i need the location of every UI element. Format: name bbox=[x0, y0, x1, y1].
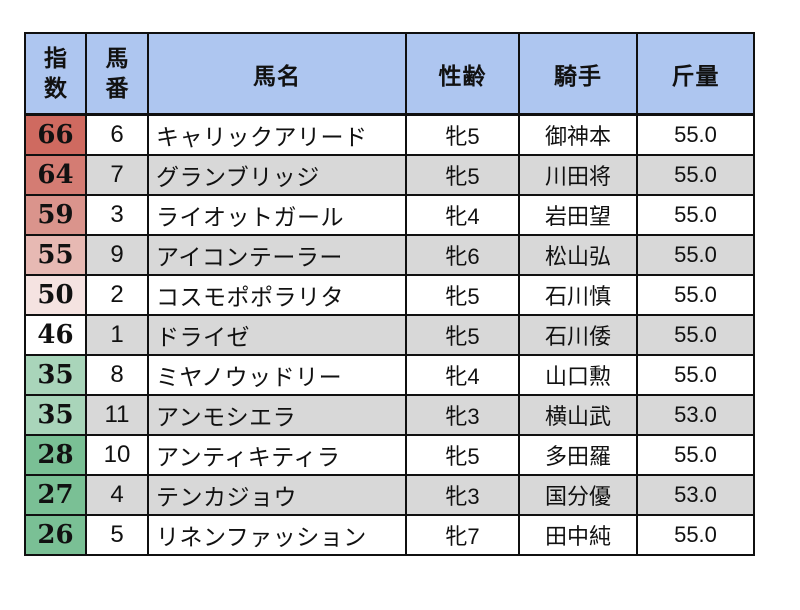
horse-name-cell: ミヤノウッドリー bbox=[147, 354, 407, 396]
index-cell: 35 bbox=[24, 354, 87, 396]
sex-age-cell: 牝5 bbox=[405, 274, 520, 316]
sex-age-cell: 牝4 bbox=[405, 354, 520, 396]
jockey-cell: 横山武 bbox=[518, 394, 638, 436]
table-row: 64 7 グランブリッジ 牝5 川田将 55.0 bbox=[24, 154, 755, 196]
header-horse-name: 馬名 bbox=[147, 32, 407, 116]
horse-number-cell: 6 bbox=[85, 113, 149, 156]
weight-cell: 53.0 bbox=[636, 394, 755, 436]
header-index: 指数 bbox=[24, 32, 87, 116]
horse-number-cell: 10 bbox=[85, 434, 149, 476]
jockey-cell: 川田将 bbox=[518, 154, 638, 196]
weight-cell: 55.0 bbox=[636, 314, 755, 356]
header-horse-number-label: 馬番 bbox=[105, 44, 129, 101]
race-index-table-container: 指数 馬番 馬名 性齢 騎手 斤量 66 6 キャリックアリード 牝5 御神本 … bbox=[24, 32, 755, 556]
horse-number-cell: 8 bbox=[85, 354, 149, 396]
index-cell: 64 bbox=[24, 154, 87, 196]
jockey-cell: 田中純 bbox=[518, 514, 638, 556]
index-cell: 66 bbox=[24, 113, 87, 156]
horse-name-cell: キャリックアリード bbox=[147, 113, 407, 156]
table-body: 66 6 キャリックアリード 牝5 御神本 55.0 64 7 グランブリッジ … bbox=[24, 113, 755, 556]
horse-name-cell: テンカジョウ bbox=[147, 474, 407, 516]
index-cell: 55 bbox=[24, 234, 87, 276]
horse-number-cell: 1 bbox=[85, 314, 149, 356]
horse-number-cell: 11 bbox=[85, 394, 149, 436]
horse-name-cell: グランブリッジ bbox=[147, 154, 407, 196]
index-cell: 28 bbox=[24, 434, 87, 476]
sex-age-cell: 牝5 bbox=[405, 113, 520, 156]
horse-number-cell: 5 bbox=[85, 514, 149, 556]
horse-name-cell: アンティキティラ bbox=[147, 434, 407, 476]
sex-age-cell: 牝5 bbox=[405, 314, 520, 356]
horse-number-cell: 7 bbox=[85, 154, 149, 196]
jockey-cell: 石川慎 bbox=[518, 274, 638, 316]
jockey-cell: 松山弘 bbox=[518, 234, 638, 276]
index-cell: 27 bbox=[24, 474, 87, 516]
horse-number-cell: 3 bbox=[85, 194, 149, 236]
weight-cell: 55.0 bbox=[636, 154, 755, 196]
table-header: 指数 馬番 馬名 性齢 騎手 斤量 bbox=[24, 32, 755, 116]
jockey-cell: 石川倭 bbox=[518, 314, 638, 356]
weight-cell: 55.0 bbox=[636, 113, 755, 156]
table-row: 66 6 キャリックアリード 牝5 御神本 55.0 bbox=[24, 113, 755, 156]
jockey-cell: 国分優 bbox=[518, 474, 638, 516]
index-cell: 46 bbox=[24, 314, 87, 356]
header-row: 指数 馬番 馬名 性齢 騎手 斤量 bbox=[24, 32, 755, 116]
weight-cell: 55.0 bbox=[636, 234, 755, 276]
horse-name-cell: アイコンテーラー bbox=[147, 234, 407, 276]
sex-age-cell: 牝5 bbox=[405, 154, 520, 196]
table-row: 27 4 テンカジョウ 牝3 国分優 53.0 bbox=[24, 474, 755, 516]
sex-age-cell: 牝3 bbox=[405, 394, 520, 436]
table-row: 35 11 アンモシエラ 牝3 横山武 53.0 bbox=[24, 394, 755, 436]
sex-age-cell: 牝5 bbox=[405, 434, 520, 476]
horse-name-cell: ライオットガール bbox=[147, 194, 407, 236]
sex-age-cell: 牝6 bbox=[405, 234, 520, 276]
horse-name-cell: アンモシエラ bbox=[147, 394, 407, 436]
horse-name-cell: リネンファッション bbox=[147, 514, 407, 556]
weight-cell: 55.0 bbox=[636, 274, 755, 316]
race-index-table: 指数 馬番 馬名 性齢 騎手 斤量 66 6 キャリックアリード 牝5 御神本 … bbox=[24, 32, 755, 556]
header-weight: 斤量 bbox=[636, 32, 755, 116]
weight-cell: 53.0 bbox=[636, 474, 755, 516]
table-row: 50 2 コスモポポラリタ 牝5 石川慎 55.0 bbox=[24, 274, 755, 316]
index-cell: 59 bbox=[24, 194, 87, 236]
horse-number-cell: 2 bbox=[85, 274, 149, 316]
weight-cell: 55.0 bbox=[636, 194, 755, 236]
header-jockey: 騎手 bbox=[518, 32, 638, 116]
header-horse-number: 馬番 bbox=[85, 32, 149, 116]
jockey-cell: 御神本 bbox=[518, 113, 638, 156]
header-sex-age: 性齢 bbox=[405, 32, 520, 116]
horse-number-cell: 9 bbox=[85, 234, 149, 276]
table-row: 26 5 リネンファッション 牝7 田中純 55.0 bbox=[24, 514, 755, 556]
index-cell: 50 bbox=[24, 274, 87, 316]
sex-age-cell: 牝3 bbox=[405, 474, 520, 516]
horse-number-cell: 4 bbox=[85, 474, 149, 516]
horse-name-cell: ドライゼ bbox=[147, 314, 407, 356]
table-row: 55 9 アイコンテーラー 牝6 松山弘 55.0 bbox=[24, 234, 755, 276]
weight-cell: 55.0 bbox=[636, 514, 755, 556]
table-row: 59 3 ライオットガール 牝4 岩田望 55.0 bbox=[24, 194, 755, 236]
index-cell: 35 bbox=[24, 394, 87, 436]
horse-name-cell: コスモポポラリタ bbox=[147, 274, 407, 316]
header-index-label: 指数 bbox=[44, 44, 67, 101]
jockey-cell: 山口勲 bbox=[518, 354, 638, 396]
jockey-cell: 多田羅 bbox=[518, 434, 638, 476]
sex-age-cell: 牝4 bbox=[405, 194, 520, 236]
index-cell: 26 bbox=[24, 514, 87, 556]
weight-cell: 55.0 bbox=[636, 354, 755, 396]
table-row: 28 10 アンティキティラ 牝5 多田羅 55.0 bbox=[24, 434, 755, 476]
jockey-cell: 岩田望 bbox=[518, 194, 638, 236]
table-row: 46 1 ドライゼ 牝5 石川倭 55.0 bbox=[24, 314, 755, 356]
table-row: 35 8 ミヤノウッドリー 牝4 山口勲 55.0 bbox=[24, 354, 755, 396]
weight-cell: 55.0 bbox=[636, 434, 755, 476]
sex-age-cell: 牝7 bbox=[405, 514, 520, 556]
